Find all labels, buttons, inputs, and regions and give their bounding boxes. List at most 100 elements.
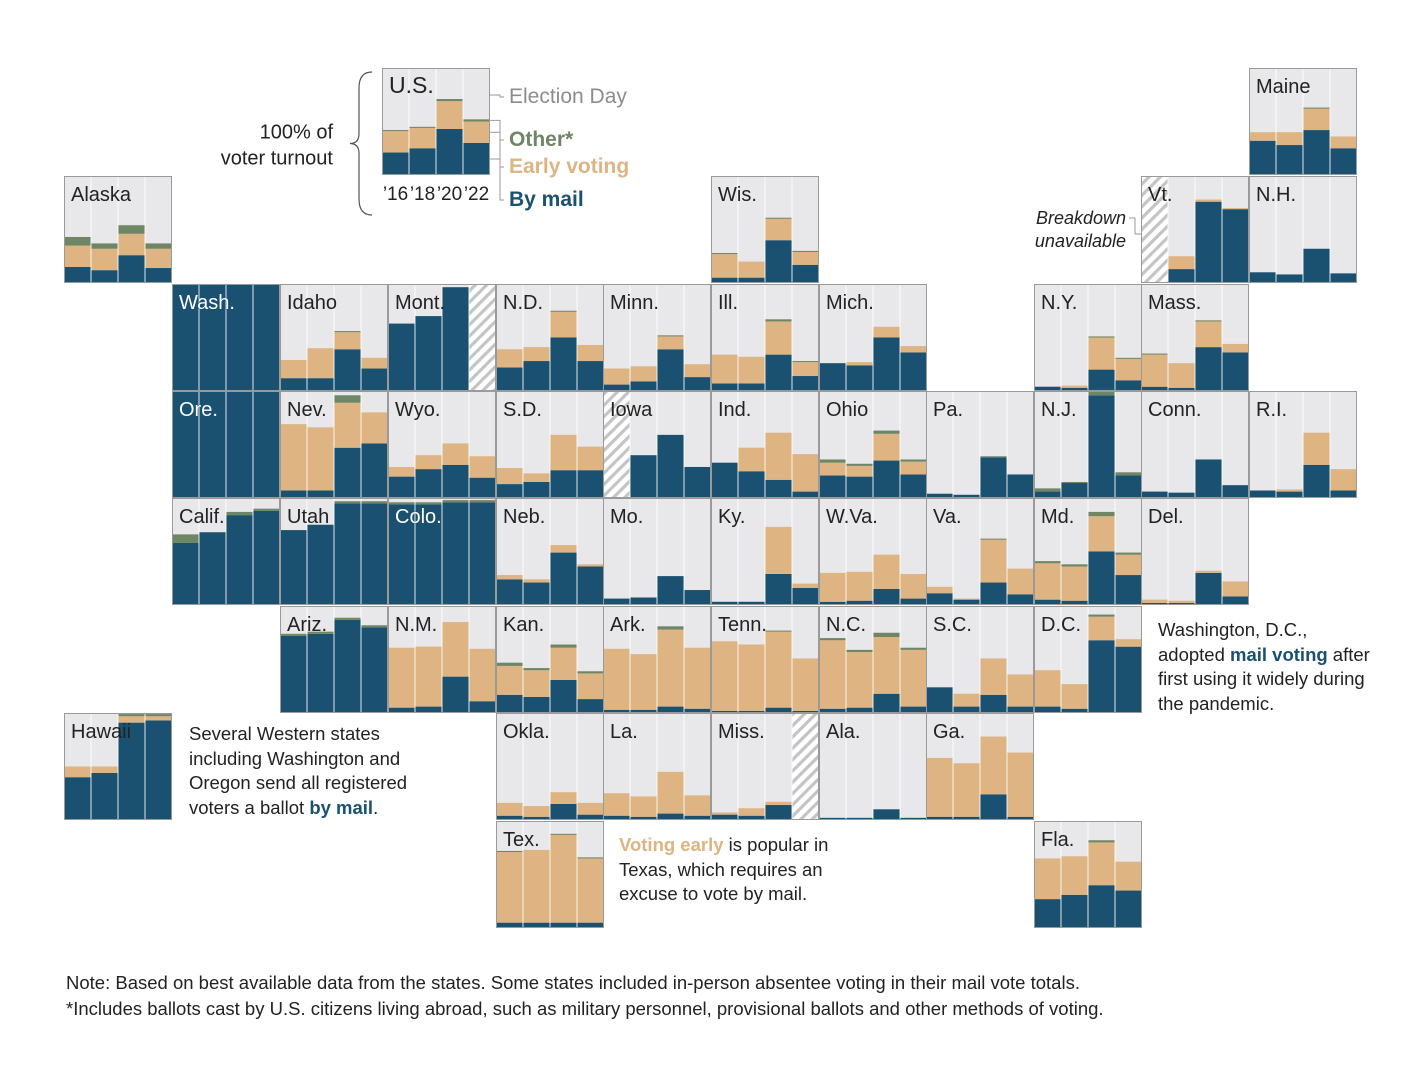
tile-d-c bbox=[1034, 606, 1142, 713]
bar-early-hawaii-2018 bbox=[91, 766, 118, 773]
bar-mail-tenn-2016 bbox=[711, 710, 738, 713]
bar-mail-n-m-2018 bbox=[415, 706, 442, 713]
bar-mail-u-s-2020 bbox=[436, 128, 463, 175]
bar-mail-wis-2018 bbox=[738, 277, 765, 283]
tile-wash bbox=[172, 284, 280, 391]
bar-mail-conn-2020 bbox=[1195, 459, 1222, 498]
legend-label-election_day: Election Day bbox=[509, 85, 627, 108]
bar-early-la-2020 bbox=[657, 771, 684, 814]
tile-border-miss bbox=[711, 713, 819, 820]
bar-other-mass-2020 bbox=[1195, 320, 1222, 322]
bar-mail-hawaii-2020 bbox=[118, 722, 145, 820]
bar-mail-la-2016 bbox=[603, 815, 630, 820]
tile-border-utah bbox=[280, 498, 388, 605]
state-label-wash: Wash. bbox=[179, 292, 235, 314]
state-label-ill: Ill. bbox=[718, 292, 738, 314]
bar-mail-mich-2022 bbox=[900, 352, 927, 391]
bar-election-day-mo-2018 bbox=[630, 498, 657, 605]
bar-election-day-n-j-2018 bbox=[1061, 391, 1088, 498]
turnout-label-line2: voter turnout bbox=[221, 148, 334, 170]
bar-mail-w-va-2022 bbox=[900, 598, 927, 605]
bar-mail-wis-2016 bbox=[711, 277, 738, 283]
bar-mail-calif-2016 bbox=[172, 542, 199, 605]
bar-early-va-2020 bbox=[980, 539, 1007, 583]
bar-other-ohio-2016 bbox=[819, 459, 846, 463]
bar-early-maine-2016 bbox=[1249, 132, 1276, 141]
tile-ark bbox=[603, 606, 711, 713]
turnout-label-line1: 100% of bbox=[260, 122, 334, 144]
state-label-va: Va. bbox=[933, 506, 962, 528]
bar-mail-mich-2020 bbox=[873, 337, 900, 391]
bar-early-n-d-2016 bbox=[496, 349, 523, 368]
state-label-fla: Fla. bbox=[1041, 829, 1074, 851]
bar-mail-pa-2016 bbox=[926, 493, 953, 498]
bar-early-s-c-2018 bbox=[953, 693, 980, 707]
bar-early-n-m-2022 bbox=[469, 648, 496, 702]
tile-border-nev bbox=[280, 391, 388, 498]
tile-border-r-i bbox=[1249, 391, 1357, 498]
tile-border-idaho bbox=[280, 284, 388, 391]
bar-mail-conn-2018 bbox=[1168, 492, 1195, 498]
state-label-wis: Wis. bbox=[718, 184, 757, 206]
bar-mail-wyo-2016 bbox=[388, 476, 415, 498]
bar-mail-r-i-2022 bbox=[1330, 490, 1357, 498]
bar-mail-n-j-2022 bbox=[1115, 475, 1142, 498]
bar-early-tenn-2016 bbox=[711, 641, 738, 711]
bar-mail-idaho-2020 bbox=[334, 349, 361, 391]
bar-mail-ore-2018 bbox=[199, 391, 226, 498]
bar-early-ga-2016 bbox=[926, 757, 953, 817]
bar-early-s-d-2020 bbox=[550, 434, 577, 471]
bar-early-ga-2020 bbox=[980, 736, 1007, 795]
tile-okla bbox=[496, 713, 604, 820]
bar-other-u-s-2022 bbox=[463, 119, 490, 122]
bar-mail-ohio-2016 bbox=[819, 475, 846, 498]
bar-mail-ark-2020 bbox=[657, 706, 684, 713]
tile-ind bbox=[711, 391, 819, 498]
tile-w-va bbox=[819, 498, 927, 605]
bar-mail-maine-2018 bbox=[1276, 145, 1303, 175]
legend-label-mail: By mail bbox=[509, 188, 584, 211]
bar-early-wyo-2020 bbox=[442, 443, 469, 465]
bar-mail-s-d-2020 bbox=[550, 470, 577, 498]
bar-other-va-2020 bbox=[980, 538, 1007, 540]
bar-election-day-del-2016 bbox=[1141, 498, 1168, 605]
bar-mail-colo-2020 bbox=[442, 502, 469, 605]
bar-mail-n-c-2016 bbox=[819, 708, 846, 713]
tile-border-pa bbox=[926, 391, 1034, 498]
tile-border-fla bbox=[1034, 821, 1142, 928]
bar-election-day-pa-2018 bbox=[953, 391, 980, 498]
bar-mail-calif-2018 bbox=[199, 532, 226, 605]
bar-mail-wash-2018 bbox=[199, 284, 226, 391]
bar-mail-utah-2016 bbox=[280, 530, 307, 605]
tile-border-la bbox=[603, 713, 711, 820]
bar-mail-hawaii-2018 bbox=[91, 772, 118, 820]
bar-other-md-2016 bbox=[1034, 561, 1061, 564]
bar-unavailable-mont-2022 bbox=[469, 284, 496, 391]
bar-early-mass-2018 bbox=[1168, 363, 1195, 388]
bar-early-neb-2016 bbox=[496, 575, 523, 580]
state-label-n-y: N.Y. bbox=[1041, 292, 1077, 314]
bar-other-ill-2020 bbox=[765, 319, 792, 322]
bar-mail-n-c-2022 bbox=[900, 706, 927, 713]
bar-election-day-n-h-2022 bbox=[1330, 176, 1357, 283]
footnote-note: Note: Based on best available data from … bbox=[66, 972, 1080, 993]
state-label-iowa: Iowa bbox=[610, 399, 653, 421]
bar-early-vt-2022 bbox=[1222, 208, 1249, 210]
bar-mail-la-2018 bbox=[630, 816, 657, 820]
state-label-ky: Ky. bbox=[718, 506, 745, 528]
bar-mail-md-2022 bbox=[1115, 575, 1142, 605]
bar-other-n-c-2022 bbox=[900, 647, 927, 650]
tile-border-calif bbox=[172, 498, 280, 605]
tile-border-mich bbox=[819, 284, 927, 391]
bar-mail-tex-2020 bbox=[550, 922, 577, 928]
bar-mail-ala-2018 bbox=[846, 817, 873, 820]
bar-early-tex-2022 bbox=[577, 858, 604, 923]
bar-other-colo-2018 bbox=[415, 502, 442, 505]
bar-mail-tex-2018 bbox=[523, 922, 550, 928]
bar-other-ark-2020 bbox=[657, 626, 684, 630]
bar-mail-okla-2022 bbox=[577, 814, 604, 820]
bar-mail-vt-2018 bbox=[1168, 269, 1195, 283]
bar-mail-fla-2020 bbox=[1088, 885, 1115, 928]
bar-early-va-2016 bbox=[926, 586, 953, 594]
bar-mail-ala-2020 bbox=[873, 809, 900, 820]
